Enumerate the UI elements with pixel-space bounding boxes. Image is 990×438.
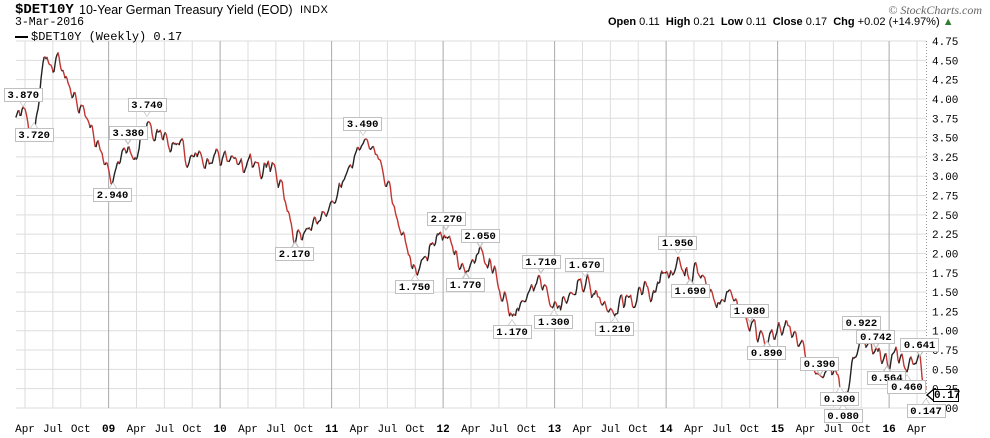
svg-text:4.50: 4.50 bbox=[932, 56, 958, 68]
svg-text:Oct: Oct bbox=[851, 424, 871, 436]
svg-text:1.25: 1.25 bbox=[932, 307, 958, 319]
svg-text:Oct: Oct bbox=[740, 424, 760, 436]
svg-text:13: 13 bbox=[548, 424, 562, 436]
svg-text:3.50: 3.50 bbox=[932, 134, 958, 146]
svg-text:10: 10 bbox=[214, 424, 227, 436]
svg-text:Jul: Jul bbox=[377, 424, 397, 436]
svg-text:11: 11 bbox=[325, 424, 339, 436]
svg-text:3.00: 3.00 bbox=[932, 172, 958, 184]
svg-text:2.00: 2.00 bbox=[932, 249, 958, 261]
svg-text:Jul: Jul bbox=[712, 424, 732, 436]
svg-text:Jul: Jul bbox=[266, 424, 286, 436]
svg-text:Jul: Jul bbox=[823, 424, 843, 436]
svg-text:16: 16 bbox=[883, 424, 896, 436]
svg-text:Apr: Apr bbox=[127, 424, 147, 436]
svg-text:0.50: 0.50 bbox=[932, 365, 958, 377]
svg-text:2.25: 2.25 bbox=[932, 230, 958, 242]
svg-text:Oct: Oct bbox=[71, 424, 91, 436]
svg-text:1.75: 1.75 bbox=[932, 269, 958, 281]
svg-text:2.50: 2.50 bbox=[932, 211, 958, 223]
svg-text:Apr: Apr bbox=[684, 424, 704, 436]
svg-text:Apr: Apr bbox=[238, 424, 258, 436]
svg-text:Apr: Apr bbox=[461, 424, 481, 436]
svg-text:Oct: Oct bbox=[405, 424, 425, 436]
svg-text:09: 09 bbox=[102, 424, 115, 436]
svg-text:Oct: Oct bbox=[294, 424, 314, 436]
svg-text:Jul: Jul bbox=[43, 424, 63, 436]
svg-text:Apr: Apr bbox=[15, 424, 35, 436]
svg-text:Jul: Jul bbox=[154, 424, 174, 436]
svg-text:Jul: Jul bbox=[489, 424, 509, 436]
svg-text:1.50: 1.50 bbox=[932, 288, 958, 300]
svg-text:2.75: 2.75 bbox=[932, 192, 958, 204]
svg-text:Apr: Apr bbox=[573, 424, 593, 436]
svg-text:Oct: Oct bbox=[182, 424, 202, 436]
svg-text:4.25: 4.25 bbox=[932, 76, 958, 88]
svg-text:12: 12 bbox=[437, 424, 450, 436]
svg-text:Apr: Apr bbox=[350, 424, 370, 436]
svg-text:Jul: Jul bbox=[600, 424, 620, 436]
svg-text:Apr: Apr bbox=[907, 424, 927, 436]
svg-text:Apr: Apr bbox=[796, 424, 816, 436]
svg-text:Oct: Oct bbox=[517, 424, 537, 436]
svg-text:15: 15 bbox=[771, 424, 785, 436]
svg-text:4.75: 4.75 bbox=[932, 37, 958, 49]
svg-text:14: 14 bbox=[660, 424, 674, 436]
svg-text:Oct: Oct bbox=[628, 424, 648, 436]
svg-text:4.00: 4.00 bbox=[932, 95, 958, 107]
svg-text:3.25: 3.25 bbox=[932, 153, 958, 165]
svg-text:3.75: 3.75 bbox=[932, 114, 958, 126]
